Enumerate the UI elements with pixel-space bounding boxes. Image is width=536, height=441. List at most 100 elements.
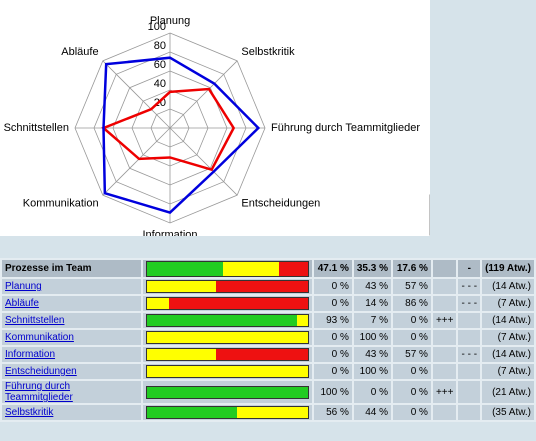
minus-cell <box>456 328 483 347</box>
percent-label: 7 % <box>370 315 388 326</box>
minus-cell: - - - <box>456 277 483 296</box>
table-row: Planung 0 % 43 % 57 % - - - (14 Atw.) <box>0 277 536 296</box>
percent-label: 0 % <box>331 349 349 360</box>
row-label-cell: Schnittstellen <box>0 311 143 330</box>
minus-cell <box>456 311 483 330</box>
plus-label: +++ <box>435 315 454 326</box>
minus-label: - - - <box>461 281 478 292</box>
minus-cell <box>456 362 483 381</box>
row-label-cell: Entscheidungen <box>0 362 143 381</box>
bar-cell <box>140 403 314 422</box>
percent-cell: 0 % <box>311 294 354 313</box>
row-label-cell: Planung <box>0 277 143 296</box>
percent-cell: 86 % <box>391 294 433 313</box>
percent-label: 86 % <box>405 298 428 309</box>
percent-cell: 0 % <box>391 311 433 330</box>
table-row: Schnittstellen 93 % 7 % 0 % +++ (14 Atw.) <box>0 311 536 330</box>
bar-segment <box>296 315 308 326</box>
percent-label: 35.3 % <box>356 263 388 274</box>
count-cell: (14 Atw.) <box>480 277 536 296</box>
percent-label: 100 % <box>359 332 388 343</box>
row-link[interactable]: Entscheidungen <box>5 366 77 377</box>
row-link[interactable]: Planung <box>5 281 42 292</box>
axis-label: Selbstkritik <box>241 46 295 58</box>
r-tick-label: 40 <box>154 78 166 90</box>
row-label-cell: Information <box>0 345 143 364</box>
axis-label: Schnittstellen <box>4 122 69 134</box>
percent-label: 57 % <box>405 349 428 360</box>
bar-cell <box>140 345 314 364</box>
axis-label: Kommunikation <box>23 198 99 210</box>
series-line <box>102 56 261 214</box>
row-label-cell: Selbstkritik <box>0 403 143 422</box>
count-label: (35 Atw.) <box>492 407 531 418</box>
minus-cell: - - - <box>456 345 483 364</box>
percent-label: 0 % <box>410 407 428 418</box>
minus-cell <box>456 403 483 422</box>
table-row: Information 0 % 43 % 57 % - - - (14 Atw.) <box>0 345 536 364</box>
stacked-bar <box>145 260 309 277</box>
percent-label: 47.1 % <box>317 263 349 274</box>
bar-segment <box>169 298 308 309</box>
table-row: Führung durch Teammitglieder 100 % 0 % 0 % +… <box>0 379 536 405</box>
bar-segment <box>215 349 308 360</box>
percent-cell: 100 % <box>351 328 394 347</box>
percent-cell: 56 % <box>311 403 354 422</box>
percent-label: 57 % <box>405 281 428 292</box>
row-link[interactable]: Führung durch Teammitglieder <box>5 381 73 403</box>
percent-cell: 0 % <box>391 379 433 405</box>
minus-label: - - - <box>461 298 478 309</box>
percent-cell: 57 % <box>391 277 433 296</box>
percent-label: 56 % <box>326 407 349 418</box>
bar-segment <box>215 281 308 292</box>
plus-cell <box>430 362 459 381</box>
plus-cell: +++ <box>430 311 459 330</box>
row-link[interactable]: Kommunikation <box>5 332 74 343</box>
bar-cell <box>140 258 314 279</box>
minus-cell: - - - <box>456 294 483 313</box>
count-cell: (14 Atw.) <box>480 345 536 364</box>
bar-segment <box>146 407 237 418</box>
percent-label: 14 % <box>365 298 388 309</box>
stacked-bar <box>145 365 309 378</box>
axis-spoke <box>169 60 238 129</box>
bar-segment <box>146 261 223 276</box>
percent-cell: 93 % <box>311 311 354 330</box>
row-label-cell: Kommunikation <box>0 328 143 347</box>
bar-segment <box>279 261 308 276</box>
axis-label: Entscheidungen <box>241 198 320 210</box>
percent-cell: 14 % <box>351 294 394 313</box>
minus-label: - <box>467 263 471 274</box>
bar-segment <box>222 261 280 276</box>
stacked-bar <box>145 314 309 327</box>
row-link[interactable]: Schnittstellen <box>5 315 65 326</box>
count-cell: (7 Atw.) <box>480 328 536 347</box>
bar-cell <box>140 328 314 347</box>
percent-label: 0 % <box>370 386 388 398</box>
count-cell: (21 Atw.) <box>480 379 536 405</box>
plus-cell <box>430 328 459 347</box>
bar-segment <box>146 366 308 377</box>
row-label-cell: Abläufe <box>0 294 143 313</box>
bar-segment <box>236 407 308 418</box>
count-label: (21 Atw.) <box>492 386 531 398</box>
plus-cell <box>430 294 459 313</box>
percent-cell: 35.3 % <box>351 258 394 279</box>
bar-segment <box>146 332 308 343</box>
row-label-cell: Führung durch Teammitglieder <box>0 379 143 405</box>
row-link[interactable]: Information <box>5 349 56 360</box>
row-link[interactable]: Selbstkritik <box>5 407 54 418</box>
plus-label: +++ <box>435 386 454 398</box>
row-link[interactable]: Abläufe <box>5 298 39 309</box>
count-cell: (119 Atw.) <box>480 258 536 279</box>
axis-label: Führung durch Teammitglieder <box>271 122 420 134</box>
table-row: Entscheidungen 0 % 100 % 0 % (7 Atw.) <box>0 362 536 381</box>
stacked-bar <box>145 297 309 310</box>
stacked-bar <box>145 385 309 399</box>
count-cell: (14 Atw.) <box>480 311 536 330</box>
percent-cell: 0 % <box>391 362 433 381</box>
percent-label: 0 % <box>331 332 349 343</box>
stacked-bar <box>145 331 309 344</box>
percent-cell: 43 % <box>351 345 394 364</box>
bar-cell <box>140 294 314 313</box>
